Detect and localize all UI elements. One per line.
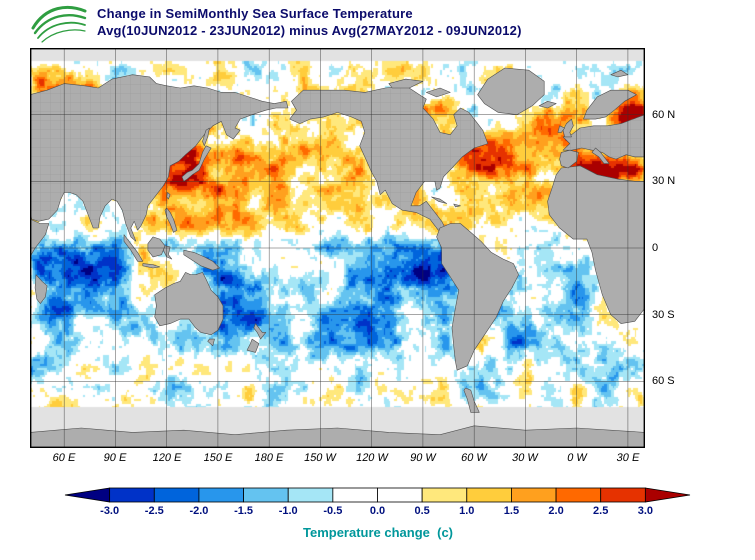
colorbar-ticks: -3.0 -2.5 -2.0 -1.5 -1.0 -0.5 0.0 0.5 1.0 1.5 2.0 2…: [0, 505, 755, 521]
map-overlay: [30, 48, 645, 448]
lon-label: 90 W: [409, 452, 437, 464]
landmass: [34, 274, 48, 304]
agency-logo: [30, 2, 88, 44]
map-border: [30, 48, 645, 448]
lon-label: 90 E: [103, 452, 128, 464]
colorbar-tick: 2.5: [593, 505, 609, 517]
colorbar-segment: [109, 487, 155, 503]
landmass: [142, 263, 161, 269]
map-subtitle: Avg(10JUN2012 - 23JUN2012) minus Avg(27M…: [97, 23, 522, 38]
lon-label: 150 W: [303, 452, 338, 464]
world-map: [30, 48, 645, 448]
colorbar-tick: -2.0: [189, 505, 209, 517]
landmass: [207, 338, 215, 347]
colorbar-tick: 3.0: [637, 505, 653, 517]
landmass: [583, 89, 637, 120]
lon-label: 0 W: [565, 452, 588, 464]
landmass: [453, 203, 461, 208]
colorbar-swatches: [64, 487, 691, 503]
colorbar-segment: [198, 487, 244, 503]
colorbar-tick: 1.0: [459, 505, 475, 517]
landmass: [538, 101, 557, 109]
landmass: [202, 127, 210, 147]
lon-label: 150 E: [202, 452, 234, 464]
latitude-axis: 60 N 30 N 0 30 S 60 S: [652, 48, 712, 448]
colorbar: -3.0 -2.5 -2.0 -1.5 -1.0 -0.5 0.0 0.5 1.0 1.5 2.0 2…: [0, 487, 755, 557]
lat-label: 60 N: [652, 108, 676, 121]
colorbar-segment: [377, 487, 423, 503]
admin-boundaries: [289, 85, 488, 231]
lat-label: 60 S: [652, 375, 675, 388]
lat-label: 0: [652, 242, 659, 254]
landmass: [30, 218, 50, 258]
landmass: [181, 145, 212, 182]
landmass: [183, 249, 220, 271]
colorbar-segment: [287, 487, 334, 503]
colorbar-label: Temperature change (c): [302, 525, 454, 540]
colorbar-tick: 1.5: [503, 505, 520, 517]
landmass: [557, 125, 565, 133]
colorbar-segment: [243, 487, 289, 503]
landmass: [477, 67, 545, 115]
lon-label: 30 E: [615, 452, 641, 464]
colorbar-tick: -0.5: [323, 505, 343, 517]
landmass: [164, 207, 178, 233]
colorbar-tick: -3.0: [100, 505, 120, 517]
lon-label: 60 E: [51, 452, 77, 464]
admin-boundaries: [30, 74, 288, 242]
lon-label: 30 W: [511, 452, 540, 464]
colorbar-segment: [332, 487, 378, 503]
colorbar-tick: 0.5: [414, 505, 430, 517]
landmass: [547, 165, 645, 324]
landmass: [246, 338, 260, 353]
lat-label: 30 N: [652, 175, 676, 188]
landmass: [610, 69, 629, 78]
colorbar-tick: 2.0: [548, 505, 564, 517]
landmass: [253, 323, 267, 340]
landmass: [463, 387, 480, 413]
header: Change in SemiMonthly Sea Surface Temper…: [97, 5, 522, 39]
colorbar-tick: -2.5: [144, 505, 164, 517]
colorbar-tick: -1.0: [278, 505, 298, 517]
colorbar-segment: [644, 487, 691, 503]
lon-label: 180 E: [253, 452, 285, 464]
colorbar-segment: [511, 487, 557, 503]
lon-label: 120 W: [354, 452, 389, 464]
colorbar-tick: -1.5: [234, 505, 254, 517]
lat-label: 30 S: [652, 308, 675, 321]
colorbar-segment: [64, 487, 111, 503]
landmass: [163, 245, 173, 260]
colorbar-segment: [600, 487, 646, 503]
landmass: [166, 192, 171, 200]
admin-boundaries: [563, 114, 645, 160]
colorbar-segment: [421, 487, 468, 503]
landmass: [154, 272, 224, 335]
colorbar-segment: [555, 487, 602, 503]
lon-label: 120 E: [151, 452, 183, 464]
landmass: [30, 425, 645, 448]
colorbar-tick: 0.0: [369, 505, 386, 517]
map-title: Change in SemiMonthly Sea Surface Temper…: [97, 6, 413, 21]
colorbar-segment: [466, 487, 512, 503]
landmass: [147, 236, 166, 258]
landmass: [388, 78, 424, 89]
landmass: [431, 196, 448, 204]
longitude-axis: 60 E 90 E 120 E 150 E 180 E 150 W 120 W 90 W 60 …: [30, 452, 645, 472]
lon-label: 60 W: [460, 452, 489, 464]
landmass: [436, 223, 519, 371]
agency-logo-waves-icon: [31, 5, 87, 43]
landmass: [591, 147, 610, 164]
landmass: [559, 149, 579, 169]
colorbar-segment: [153, 487, 200, 503]
landmass: [426, 87, 451, 98]
